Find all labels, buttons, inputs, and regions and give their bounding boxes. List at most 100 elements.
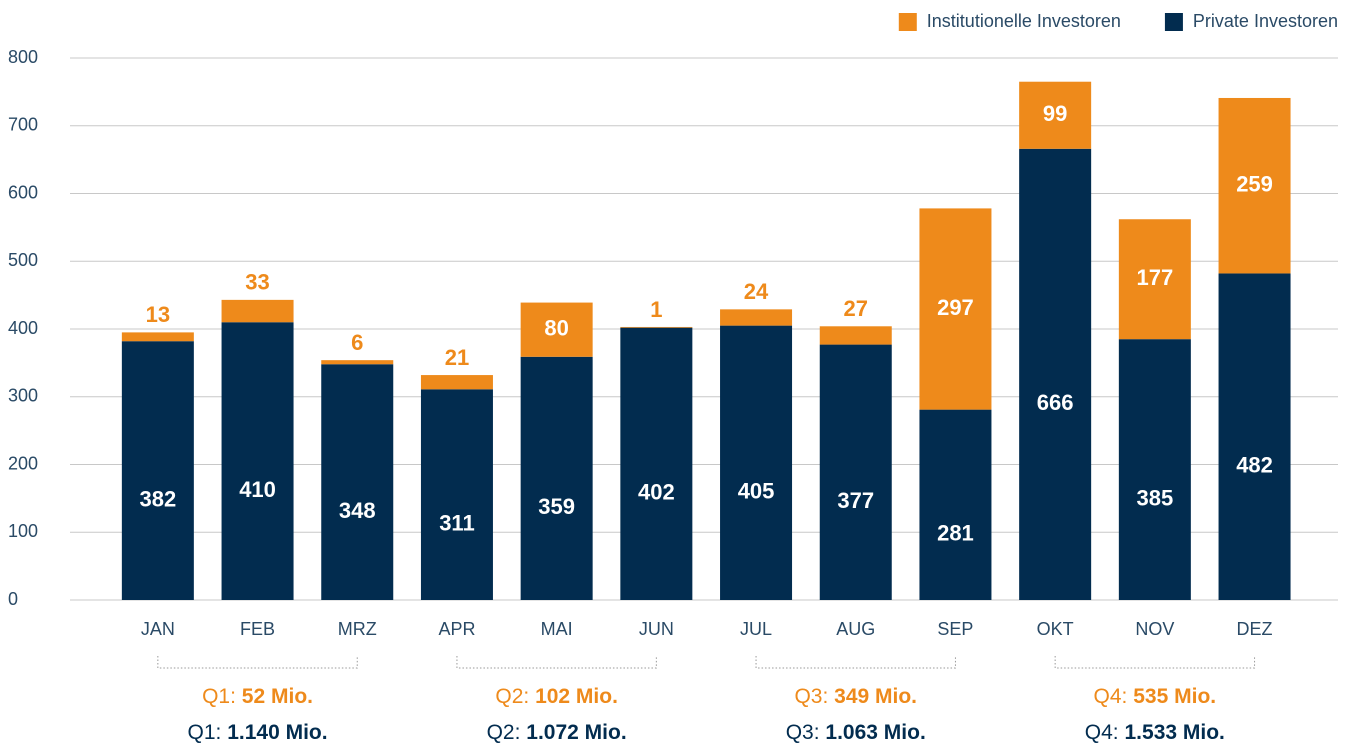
bar-segment: [1118, 219, 1191, 340]
quarter-value: 1.063 Mio.: [825, 721, 925, 744]
data-label: 359: [538, 494, 575, 519]
bar-segment: [1218, 97, 1291, 274]
bar-segment: [720, 309, 793, 326]
bar-segment: [620, 326, 693, 328]
bar-segment: [121, 341, 194, 600]
data-label: 177: [1136, 265, 1173, 290]
x-tick-label: JUN: [639, 619, 674, 639]
bar-segment: [720, 325, 793, 600]
bar-segment: [1019, 81, 1092, 149]
data-label: 666: [1037, 390, 1074, 415]
x-tick-label: SEP: [937, 619, 973, 639]
legend-swatch: [1164, 13, 1183, 31]
data-label: 297: [937, 295, 974, 320]
data-label: 259: [1236, 172, 1273, 197]
y-tick-label: 800: [8, 47, 38, 67]
bar-segment: [620, 327, 693, 600]
y-tick-label: 0: [8, 589, 18, 609]
y-tick-label: 300: [8, 386, 38, 406]
quarter-value: 535 Mio.: [1133, 685, 1216, 708]
bar-segment: [321, 360, 394, 365]
legend-label: Institutionelle Investoren: [927, 11, 1121, 31]
y-tick-label: 600: [8, 182, 38, 202]
bar-segment: [520, 302, 593, 357]
y-tick-label: 500: [8, 250, 38, 270]
bar-segment: [221, 299, 294, 323]
bar-segment: [420, 389, 493, 600]
bar-segment: [819, 326, 892, 345]
data-label: 311: [439, 510, 475, 535]
quarter-value: 1.072 Mio.: [526, 721, 626, 744]
data-label: 348: [339, 498, 376, 523]
quarter-institutional: Q4: 535 Mio.: [1094, 685, 1217, 708]
bar-segment: [819, 344, 892, 600]
bar-segment: [221, 322, 294, 600]
data-label: 382: [139, 486, 176, 511]
bar-segment: [1019, 148, 1092, 600]
quarter-label: Q3:: [786, 721, 820, 744]
quarter-private: Q3: 1.063 Mio.: [786, 721, 926, 744]
quarter-value: 1.140 Mio.: [227, 721, 327, 744]
quarter-bracket: [456, 656, 657, 669]
quarter-value: 349 Mio.: [834, 685, 917, 708]
bar-segment: [420, 375, 493, 390]
quarter-label: Q2:: [487, 721, 521, 744]
y-tick-label: 100: [8, 521, 38, 541]
bar-segment: [1118, 339, 1191, 600]
data-label: 21: [445, 345, 469, 370]
x-tick-label: JAN: [141, 619, 175, 639]
x-tick-label: FEB: [240, 619, 275, 639]
quarter-institutional: Q1: 52 Mio.: [202, 685, 313, 708]
quarter-private: Q4: 1.533 Mio.: [1085, 721, 1225, 744]
quarter-institutional: Q3: 349 Mio.: [794, 685, 917, 708]
data-label: 33: [245, 270, 269, 295]
quarter-private: Q2: 1.072 Mio.: [487, 721, 627, 744]
x-tick-label: JUL: [740, 619, 772, 639]
data-label: 13: [146, 302, 170, 327]
data-label: 402: [638, 480, 675, 505]
bar-segment: [919, 208, 992, 410]
quarter-label: Q1:: [188, 721, 222, 744]
y-tick-label: 200: [8, 453, 38, 473]
quarter-label: Q1:: [202, 685, 236, 708]
quarter-label: Q3:: [794, 685, 828, 708]
data-label: 385: [1136, 485, 1173, 510]
y-tick-label: 400: [8, 318, 38, 338]
x-tick-label: MRZ: [338, 619, 377, 639]
quarter-bracket: [157, 656, 358, 669]
data-label: 410: [239, 477, 276, 502]
quarter-bracket: [755, 656, 956, 669]
data-label: 1: [650, 297, 662, 322]
data-label: 27: [844, 296, 868, 321]
quarter-value: 102 Mio.: [535, 685, 618, 708]
data-label: 80: [544, 315, 568, 340]
quarter-value: 52 Mio.: [242, 685, 313, 708]
data-label: 482: [1236, 453, 1273, 478]
quarter-label: Q4:: [1094, 685, 1128, 708]
legend-label: Private Investoren: [1193, 11, 1338, 31]
y-tick-label: 700: [8, 115, 38, 135]
x-tick-label: NOV: [1135, 619, 1174, 639]
bar-segment: [520, 356, 593, 600]
quarter-value: 1.533 Mio.: [1125, 721, 1225, 744]
quarter-bracket: [1054, 656, 1256, 669]
bar-segment: [121, 332, 194, 342]
quarter-label: Q2:: [495, 685, 529, 708]
data-label: 99: [1043, 101, 1067, 126]
quarter-label: Q4:: [1085, 721, 1119, 744]
x-tick-label: APR: [438, 619, 475, 639]
x-tick-label: DEZ: [1237, 619, 1273, 639]
x-tick-label: AUG: [836, 619, 875, 639]
x-tick-label: MAI: [541, 619, 573, 639]
data-label: 405: [738, 479, 775, 504]
legend-swatch: [898, 13, 917, 31]
x-tick-label: OKT: [1037, 619, 1074, 639]
data-label: 24: [744, 279, 769, 304]
quarter-institutional: Q2: 102 Mio.: [495, 685, 618, 708]
data-label: 377: [837, 488, 874, 513]
bar-segment: [1218, 273, 1291, 600]
bar-segment: [919, 409, 992, 600]
data-label: 281: [937, 521, 974, 546]
data-label: 6: [351, 330, 363, 355]
